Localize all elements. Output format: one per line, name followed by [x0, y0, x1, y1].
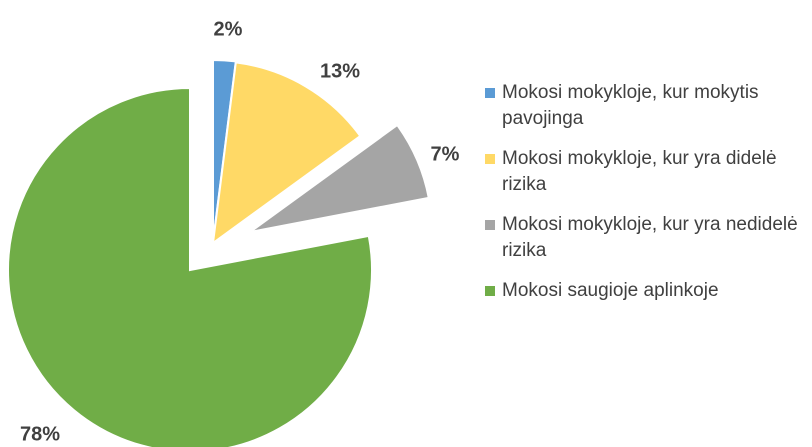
- legend-item: Mokosi mokykloje, kur mokytis pavojinga: [485, 80, 810, 132]
- legend-swatch: [485, 220, 495, 230]
- legend: Mokosi mokykloje, kur mokytis pavojinga M…: [485, 80, 810, 318]
- legend-label: Mokosi mokykloje, kur yra didelė rizika: [502, 148, 777, 195]
- legend-swatch: [485, 286, 495, 296]
- data-label: 13%: [320, 60, 360, 82]
- legend-item: Mokosi mokykloje, kur yra didelė rizika: [485, 146, 810, 198]
- legend-swatch: [485, 154, 495, 164]
- legend-label: Mokosi mokykloje, kur mokytis pavojinga: [502, 82, 759, 129]
- legend-swatch: [485, 88, 495, 98]
- data-label: 78%: [20, 423, 60, 445]
- pie-slice: [249, 123, 430, 233]
- legend-label: Mokosi mokykloje, kur yra nedidelė rizik…: [502, 214, 798, 261]
- data-label: 7%: [431, 143, 460, 165]
- legend-label: Mokosi saugioje aplinkoje: [502, 280, 719, 301]
- pie-slice: [7, 86, 373, 447]
- pie-slice: [211, 61, 362, 246]
- legend-item: Mokosi mokykloje, kur yra nedidelė rizik…: [485, 212, 810, 264]
- data-label: 2%: [214, 18, 243, 40]
- legend-item: Mokosi saugioje aplinkoje: [485, 278, 810, 304]
